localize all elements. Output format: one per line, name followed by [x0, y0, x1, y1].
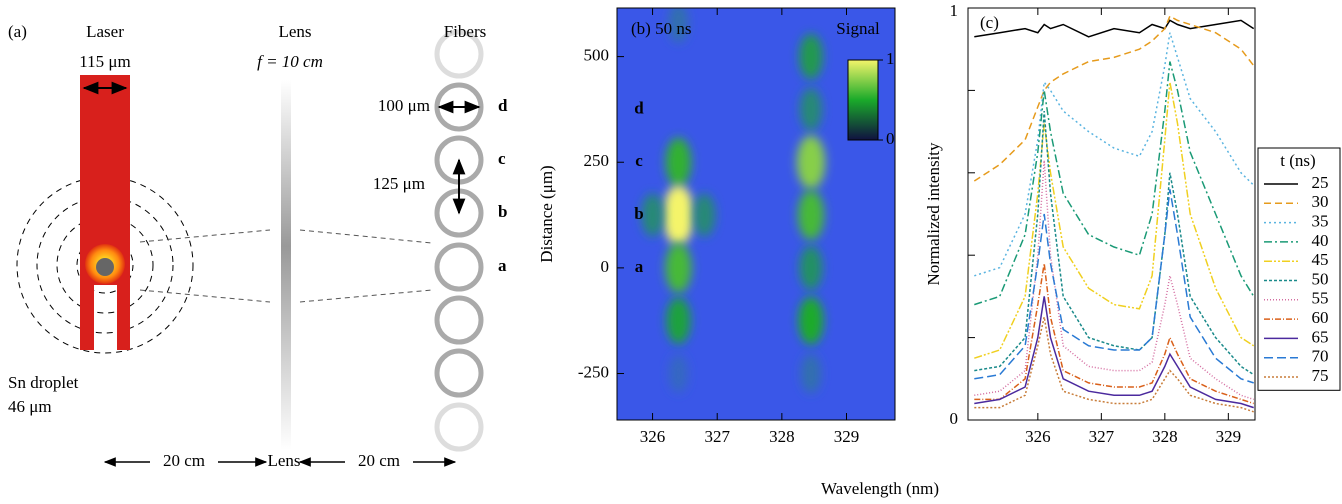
series-line	[974, 189, 1254, 384]
x-tick-label: 328	[769, 427, 795, 446]
series-line	[974, 32, 1255, 277]
lens	[281, 80, 291, 450]
y-tick-label: 250	[584, 151, 610, 170]
heat-spot	[798, 296, 824, 345]
legend-label: 45	[1312, 250, 1329, 269]
fiber-label: c	[498, 149, 506, 168]
colorbar-tick-label: 1	[886, 49, 895, 68]
x-tick-label: 329	[834, 427, 860, 446]
series-line	[974, 110, 1255, 376]
label: 115 μm	[79, 52, 130, 71]
series-line	[974, 19, 1255, 38]
colorbar-tick-label: 0	[886, 129, 895, 148]
x-axis-label: Wavelength (nm)	[821, 479, 939, 498]
series-line	[974, 160, 1254, 401]
series-line	[974, 61, 1255, 306]
y-tick-label: 0	[601, 257, 610, 276]
row-label: b	[634, 204, 643, 223]
label: 100 μm	[378, 96, 430, 115]
label: 125 μm	[373, 174, 425, 193]
heat-spot	[799, 245, 823, 291]
x-tick-label: 329	[1216, 427, 1242, 446]
fiber-label: a	[498, 256, 507, 275]
x-tick-label: 326	[1025, 427, 1051, 446]
label: Lens	[267, 451, 300, 470]
heat-spot	[668, 8, 689, 43]
series-line	[974, 82, 1255, 359]
y-tick-label: 1	[950, 1, 959, 20]
heat-spot	[668, 354, 689, 393]
legend-label: 25	[1312, 173, 1329, 192]
label: Laser	[86, 22, 124, 41]
heat-spot	[796, 135, 826, 190]
y-axis-label: Normalized intensity	[924, 142, 943, 286]
colorbar-label: Signal	[836, 19, 880, 38]
panel-label: (a)	[8, 22, 27, 41]
legend-label: 40	[1312, 231, 1329, 250]
droplet	[96, 258, 114, 276]
legend-title: t (ns)	[1280, 151, 1315, 170]
label: Sn droplet	[8, 373, 79, 392]
label: 20 cm	[163, 451, 205, 470]
frame	[616, 7, 896, 421]
heat-spot	[693, 193, 716, 237]
heatmap-spots	[641, 8, 826, 394]
y-tick-label: 500	[584, 46, 610, 65]
label: 20 cm	[358, 451, 400, 470]
y-axis-label: Distance (μm)	[537, 165, 556, 262]
label: Lens	[278, 22, 311, 41]
series-line	[974, 263, 1254, 405]
series-line	[974, 296, 1254, 409]
panel-title: (b) 50 ns	[631, 19, 691, 38]
heat-spot	[641, 193, 664, 237]
rays	[139, 229, 433, 303]
row-label: d	[634, 98, 644, 117]
heat-spot	[800, 353, 822, 394]
row-label: c	[635, 151, 643, 170]
legend-label: 55	[1312, 289, 1329, 308]
legend-label: 70	[1312, 347, 1329, 366]
heat-spot	[666, 297, 691, 345]
legend-label: 75	[1312, 366, 1329, 385]
x-tick-label: 328	[1152, 427, 1178, 446]
x-tick-label: 326	[640, 427, 666, 446]
legend-label: 65	[1312, 327, 1329, 346]
fiber-label: b	[498, 202, 507, 221]
heat-spot	[662, 185, 695, 246]
heat-spot	[665, 137, 692, 187]
laser-beam	[80, 75, 130, 350]
y-tick-label: -250	[578, 362, 609, 381]
legend-label: 50	[1312, 269, 1329, 288]
lines	[973, 15, 1255, 413]
y-tick-label: 0	[950, 409, 959, 428]
colorbar	[847, 59, 879, 141]
panel-a: (a) Laser 115 μm Lens f = 10 cm Fibers 1…	[8, 22, 508, 470]
series-line	[973, 15, 1255, 182]
fiber-label: d	[498, 96, 508, 115]
heat-spot	[799, 87, 823, 132]
fibers	[434, 29, 484, 452]
heat-spot	[665, 242, 692, 294]
legend-label: 35	[1312, 212, 1329, 231]
label: 46 μm	[8, 397, 52, 416]
label: Fibers	[444, 22, 487, 41]
series-line	[974, 316, 1254, 413]
heat-spot	[797, 189, 825, 241]
heat-spot	[799, 33, 823, 80]
x-tick-label: 327	[1089, 427, 1115, 446]
legend-label: 60	[1312, 308, 1329, 327]
frame	[967, 7, 1256, 421]
panel-title: (c)	[980, 13, 999, 32]
legend-box	[1257, 147, 1341, 391]
x-tick-label: 327	[704, 427, 730, 446]
row-label: a	[635, 257, 644, 276]
label: f = 10 cm	[257, 52, 323, 71]
legend-label: 30	[1312, 192, 1329, 211]
